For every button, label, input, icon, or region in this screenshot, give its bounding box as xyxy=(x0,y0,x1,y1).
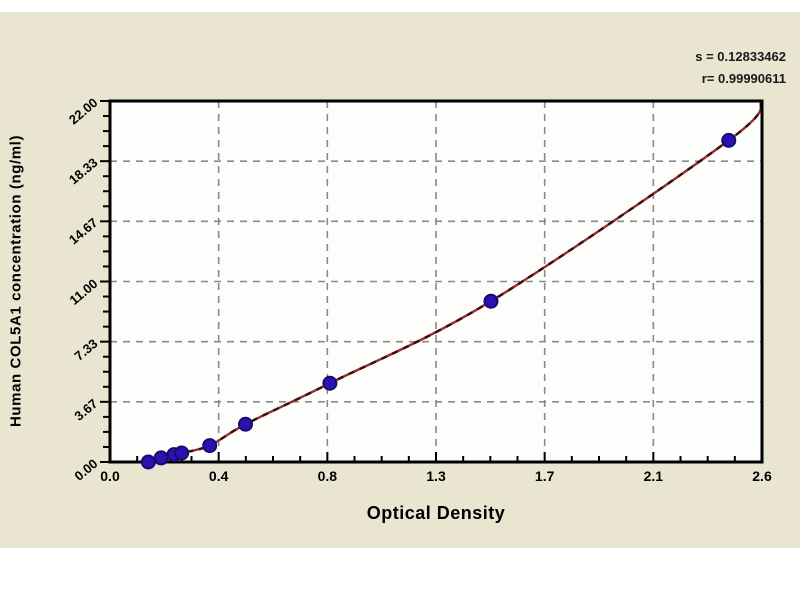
data-point xyxy=(153,450,169,466)
data-point xyxy=(140,454,156,470)
data-point xyxy=(174,445,190,461)
data-point xyxy=(483,293,499,309)
plot-border xyxy=(108,99,764,464)
data-point xyxy=(238,416,254,432)
data-point xyxy=(721,132,737,148)
data-point xyxy=(322,375,338,391)
data-point xyxy=(202,438,218,454)
